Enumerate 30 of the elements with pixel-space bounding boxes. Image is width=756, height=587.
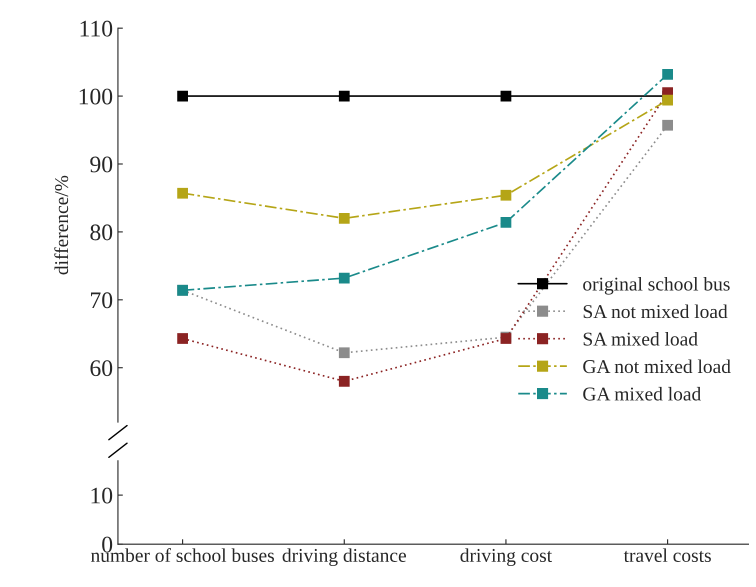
point [338,90,350,102]
point [338,376,350,387]
point [177,90,188,102]
point [177,333,188,344]
y-tick-label: 110 [80,20,112,37]
y-axis-title: difference/% [54,176,68,274]
legend-label: GA not mixed load [583,359,731,374]
y-tick-label: 80 [90,224,112,240]
y-tick-label: 60 [90,360,112,376]
legend-label: SA not mixed load [584,304,728,318]
point [662,94,673,106]
y-tick-label: 90 [90,156,112,172]
x-tick-label: driving distance [282,548,406,566]
x-tick-label: travel costs [624,548,711,562]
point [500,217,512,228]
point [662,68,673,80]
legend-label: original school bus [583,276,730,295]
point [662,120,673,131]
point [177,188,188,199]
point [500,190,512,201]
point [338,212,350,224]
point [338,272,350,284]
legend-label: GA mixed load [583,386,701,401]
y-tick-label: 100 [80,88,112,105]
point [500,90,512,102]
point [338,347,350,358]
y-tick-label: 70 [91,292,112,308]
x-tick-label: driving cost [460,548,552,566]
legend-label: SA mixed load [584,332,698,346]
y-tick-label: 10 [92,488,112,504]
